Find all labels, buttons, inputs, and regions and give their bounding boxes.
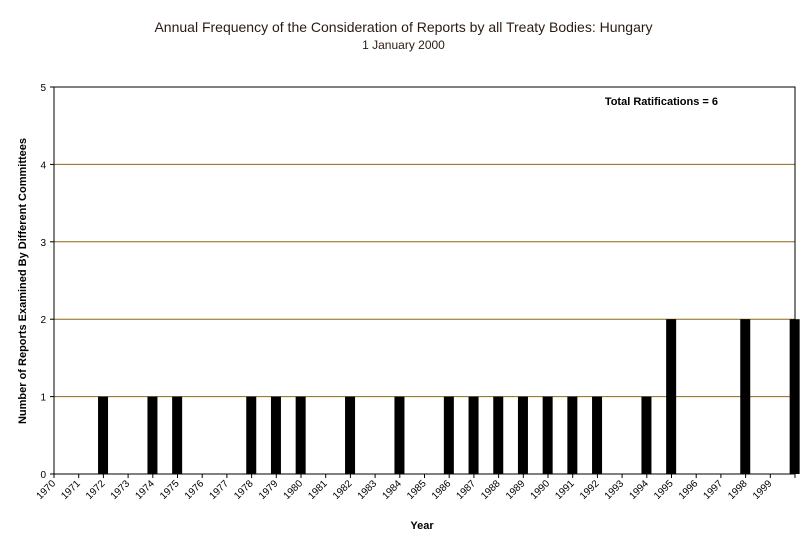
y-tick-label-3: 3 — [40, 238, 46, 249]
x-tick-label-1982: 1982 — [331, 478, 355, 502]
x-tick-label-1972: 1972 — [84, 478, 108, 502]
x-tick-label-1977: 1977 — [208, 478, 232, 502]
x-tick-label-1988: 1988 — [479, 478, 503, 502]
bar-1973 — [147, 396, 158, 474]
bar-1997 — [740, 319, 751, 474]
bar-1971 — [98, 396, 109, 474]
x-tick-label-1991: 1991 — [553, 478, 577, 502]
bar-1990 — [567, 396, 578, 474]
axes — [50, 86, 796, 478]
total-ratifications-annotation: Total Ratifications = 6 — [605, 96, 718, 108]
plot-area-border — [53, 86, 796, 475]
x-tick-label-1980: 1980 — [282, 478, 306, 502]
bar-1987 — [493, 396, 504, 474]
x-tick-label-1993: 1993 — [603, 478, 627, 502]
bar-1974 — [172, 396, 183, 474]
y-tick-label-2: 2 — [40, 315, 46, 326]
gridlines — [54, 163, 795, 398]
chart-title: Annual Frequency of the Consideration of… — [154, 19, 653, 35]
x-tick-label-1986: 1986 — [430, 478, 454, 502]
bar-1991 — [592, 396, 603, 474]
y-tick-labels: 0 1 2 3 4 5 — [40, 83, 46, 481]
x-tick-label-1998: 1998 — [726, 478, 750, 502]
y-tick-label-1: 1 — [40, 393, 46, 404]
x-tick-labels: 1970 1971 1972 1973 1974 1975 1976 1977 1978 1979… — [35, 478, 775, 502]
bar-1979 — [295, 396, 306, 474]
y-tick-label-5: 5 — [40, 83, 46, 94]
y-tick-label-0: 0 — [40, 470, 46, 481]
bar-1981 — [345, 396, 356, 474]
x-tick-label-1990: 1990 — [529, 478, 553, 502]
x-tick-label-1997: 1997 — [702, 478, 726, 502]
x-tick-label-1987: 1987 — [455, 478, 479, 502]
bar-1983 — [394, 396, 405, 474]
x-tick-label-1978: 1978 — [232, 478, 256, 502]
x-tick-label-1994: 1994 — [627, 478, 651, 502]
x-tick-label-1989: 1989 — [504, 478, 528, 502]
x-tick-label-1995: 1995 — [652, 478, 676, 502]
x-tick-label-1970: 1970 — [35, 478, 59, 502]
x-tick-label-1974: 1974 — [133, 478, 157, 502]
x-tick-label-1984: 1984 — [380, 478, 404, 502]
y-tick-label-4: 4 — [40, 160, 46, 171]
bar-1994 — [666, 319, 677, 474]
x-tick-label-1999: 1999 — [751, 478, 775, 502]
bar-1989 — [542, 396, 553, 474]
bar-1993 — [641, 396, 652, 474]
bar-1988 — [517, 396, 528, 474]
x-tick-label-1979: 1979 — [257, 478, 281, 502]
y-axis-label: Number of Reports Examined By Different … — [17, 138, 29, 424]
x-axis-label: Year — [410, 520, 434, 532]
x-tick-label-1985: 1985 — [405, 478, 429, 502]
x-tick-label-1971: 1971 — [59, 478, 83, 502]
x-tick-label-1981: 1981 — [306, 478, 330, 502]
x-tick-label-1992: 1992 — [578, 478, 602, 502]
x-tick-label-1975: 1975 — [158, 478, 182, 502]
bar-1985 — [443, 396, 454, 474]
x-tick-label-1983: 1983 — [356, 478, 380, 502]
chart-subtitle: 1 January 2000 — [362, 38, 445, 52]
x-tick-label-1976: 1976 — [183, 478, 207, 502]
bar-1978 — [270, 396, 281, 474]
x-tick-label-1973: 1973 — [109, 478, 133, 502]
x-tick-label-1996: 1996 — [677, 478, 701, 502]
bar-1986 — [468, 396, 479, 474]
bar-1977 — [246, 396, 257, 474]
